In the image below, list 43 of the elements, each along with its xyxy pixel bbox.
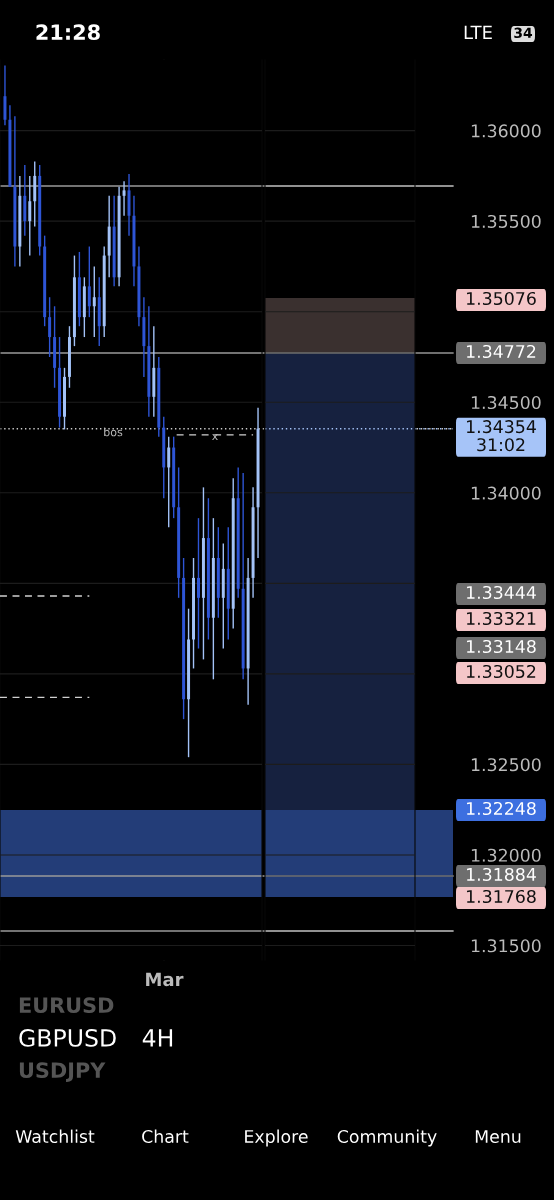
text: 21:28 — [36, 24, 100, 41]
y-tick-label: 1.34000 — [471, 486, 541, 500]
y-tick-label: 1.36000 — [471, 124, 541, 138]
text: 1.33148 — [467, 639, 536, 654]
text: 1.31768 — [467, 889, 536, 904]
candlestick — [167, 435, 171, 528]
text: USDJPY — [19, 1062, 106, 1082]
candlestick — [67, 325, 71, 389]
candlestick — [48, 296, 52, 358]
text: 4H — [142, 1029, 173, 1047]
candlestick — [3, 64, 7, 126]
y-tick-label: 1.35500 — [471, 214, 541, 229]
y-tick-label: 1.34500 — [471, 395, 541, 410]
candlestick — [192, 557, 196, 670]
text: Watchlist — [15, 1129, 95, 1144]
text: EURUSD — [19, 997, 114, 1014]
ref-line-label: 1.31884 — [467, 867, 536, 882]
text: GBPUSD — [19, 1028, 116, 1047]
text: Chart — [142, 1129, 189, 1144]
text: Mar — [146, 972, 184, 987]
text: 1.33321 — [467, 611, 536, 626]
text: 1.33444 — [467, 585, 536, 600]
candlestick — [87, 245, 91, 318]
y-tick-label: 1.32000 — [471, 848, 541, 862]
text: 1.33052 — [467, 664, 536, 679]
text: 34 — [514, 27, 533, 39]
annotation: bos — [104, 427, 123, 437]
text: Community — [337, 1129, 437, 1147]
candlestick — [122, 180, 126, 217]
text: 1.32248 — [467, 801, 536, 816]
text: LTE — [464, 25, 492, 39]
y-tick-label: 1.31500 — [471, 939, 541, 953]
text: Explore — [245, 1129, 308, 1147]
candlestick — [197, 517, 200, 650]
text: 1.35076 — [467, 291, 536, 306]
candlestick — [92, 265, 96, 338]
ref-line-label: 1.34354 31:02 — [467, 420, 536, 452]
y-tick-label: 1.32500 — [471, 758, 541, 772]
text: Menu — [475, 1130, 521, 1144]
ref-line-label: 1.34772 — [467, 344, 536, 359]
candlestick — [63, 367, 66, 431]
annotation: x — [212, 433, 218, 441]
candlestick — [28, 175, 32, 257]
